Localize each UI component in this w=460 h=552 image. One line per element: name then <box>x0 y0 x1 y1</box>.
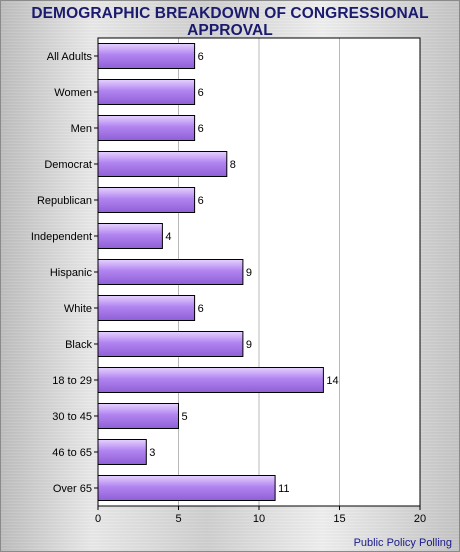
category-label: Hispanic <box>50 267 93 279</box>
category-label: Independent <box>31 231 92 243</box>
bar <box>97 43 196 69</box>
bar <box>97 439 147 465</box>
category-label: Democrat <box>44 159 92 171</box>
chart-title: DEMOGRAPHIC BREAKDOWN OF CONGRESSIONAL A… <box>31 5 429 39</box>
data-label: 6 <box>198 87 204 99</box>
source-credit: Public Policy Polling <box>353 537 452 549</box>
bar <box>97 295 196 321</box>
category-label: Men <box>71 123 92 135</box>
bar <box>97 403 179 429</box>
x-tick-label: 20 <box>414 513 426 525</box>
data-label: 9 <box>246 267 252 279</box>
bar <box>97 79 196 105</box>
bar <box>97 115 196 141</box>
category-label: 18 to 29 <box>52 375 92 387</box>
category-label: 30 to 45 <box>52 411 92 423</box>
x-tick-label: 0 <box>95 513 101 525</box>
x-tick-label: 5 <box>175 513 181 525</box>
bar <box>97 331 244 357</box>
bar <box>97 223 163 249</box>
data-label: 8 <box>230 159 236 171</box>
data-label: 9 <box>246 339 252 351</box>
category-label: All Adults <box>47 51 93 63</box>
category-label: White <box>64 303 92 315</box>
data-label: 6 <box>198 303 204 315</box>
x-tick-label: 15 <box>333 513 345 525</box>
category-label: 46 to 65 <box>52 447 92 459</box>
bar <box>97 151 228 177</box>
data-label: 3 <box>149 447 155 459</box>
data-label: 11 <box>278 483 289 495</box>
category-label: Republican <box>37 195 92 207</box>
data-label: 6 <box>198 123 204 135</box>
category-label: Over 65 <box>53 483 92 495</box>
bar <box>97 259 244 285</box>
category-label: Black <box>65 339 92 351</box>
category-label: Women <box>54 87 92 99</box>
bar <box>97 367 324 393</box>
data-label: 4 <box>165 231 171 243</box>
x-tick-label: 10 <box>253 513 265 525</box>
bar <box>97 187 196 213</box>
data-label: 6 <box>198 51 204 63</box>
data-label: 14 <box>326 375 338 387</box>
data-label: 5 <box>182 411 188 423</box>
data-label: 6 <box>198 195 204 207</box>
bar <box>97 475 276 501</box>
